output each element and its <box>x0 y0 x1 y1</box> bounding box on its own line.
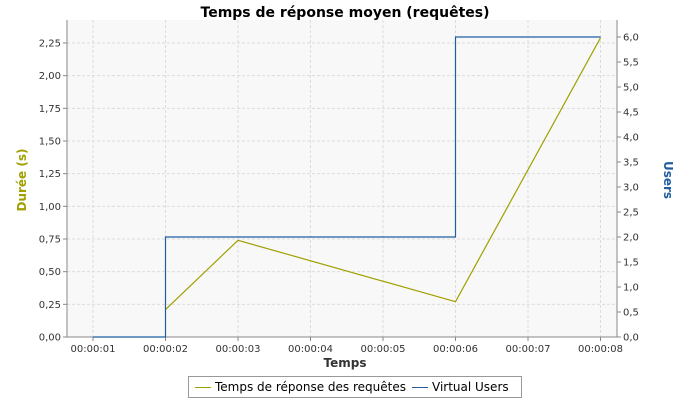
right-tick-label: 1,0 <box>623 283 639 294</box>
right-tick-label: 3,0 <box>623 183 639 194</box>
right-tick-label: 0,5 <box>623 308 639 319</box>
legend-swatch-virtual-users <box>412 386 428 388</box>
series-line-virtual-users <box>93 36 601 338</box>
left-tick-label: 0,50 <box>39 267 61 278</box>
right-tick-label: 0,0 <box>623 333 639 344</box>
left-tick-label: 0,25 <box>39 300 61 311</box>
legend-item-response-time: Temps de réponse des requêtes <box>195 380 406 394</box>
legend-item-virtual-users: Virtual Users <box>412 380 509 394</box>
left-tick-label: 0,75 <box>39 235 61 246</box>
left-tick-label: 0,00 <box>39 333 61 344</box>
series-line-response-time <box>165 37 602 311</box>
left-tick-label: 1,25 <box>39 169 61 180</box>
x-tick-label: 00:00:03 <box>216 344 261 355</box>
left-tick-label: 1,75 <box>39 104 61 115</box>
right-tick-label: 2,5 <box>623 208 639 219</box>
x-tick-label: 00:00:02 <box>143 344 188 355</box>
x-tick-label: 00:00:07 <box>506 344 551 355</box>
right-tick-label: 4,0 <box>623 133 639 144</box>
right-tick-label: 5,5 <box>623 58 639 69</box>
right-tick-label: 6,0 <box>623 33 639 44</box>
chart-title: Temps de réponse moyen (requêtes) <box>201 5 490 21</box>
left-tick-label: 2,00 <box>39 71 61 82</box>
right-tick-label: 2,0 <box>623 233 639 244</box>
x-tick-label: 00:00:01 <box>71 344 116 355</box>
legend-label-response-time: Temps de réponse des requêtes <box>215 380 406 394</box>
legend-swatch-response-time <box>195 386 211 388</box>
left-tick-label: 1,50 <box>39 137 61 148</box>
right-tick-label: 5,0 <box>623 83 639 94</box>
plot-area <box>67 20 617 337</box>
x-tick-label: 00:00:04 <box>288 344 333 355</box>
axes: 0,00 0,25 0,50 0,75 1,00 1,25 1,50 1,75 2,00 2,25… <box>39 20 639 355</box>
left-tick-label: 2,25 <box>39 39 61 50</box>
left-axis-label: Durée (s) <box>15 149 29 212</box>
legend: Temps de réponse des requêtes Virtual Us… <box>188 376 522 398</box>
series-layer <box>93 36 602 338</box>
right-axis-label: Users <box>661 161 675 199</box>
right-tick-label: 3,5 <box>623 158 639 169</box>
x-tick-label: 00:00:06 <box>433 344 478 355</box>
chart: Temps de réponse moyen (requêtes) 0,000,… <box>15 5 675 370</box>
right-tick-label: 4,5 <box>623 108 639 119</box>
legend-label-virtual-users: Virtual Users <box>432 380 509 394</box>
left-tick-label: 1,00 <box>39 202 61 213</box>
x-tick-label: 00:00:05 <box>361 344 406 355</box>
x-tick-label: 00:00:08 <box>578 344 623 355</box>
right-tick-label: 1,5 <box>623 258 639 269</box>
x-axis-label: Temps <box>324 356 367 370</box>
